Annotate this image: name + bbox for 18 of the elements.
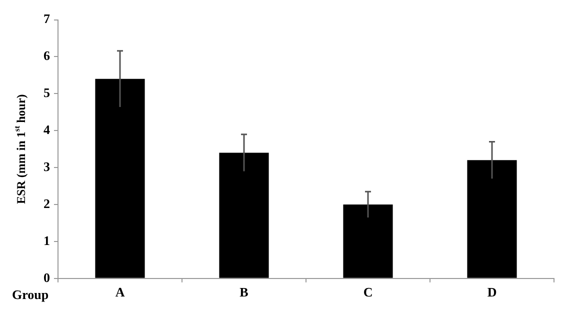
y-tick-label: 1 — [44, 232, 50, 248]
y-tick-label: 5 — [44, 85, 50, 100]
y-tick-label: 2 — [44, 196, 50, 211]
x-tick-label: D — [487, 284, 497, 300]
x-axis-title: Group — [12, 286, 49, 302]
x-tick-label: A — [115, 284, 126, 300]
y-tick-label: 0 — [44, 270, 50, 285]
x-tick-label: B — [240, 284, 249, 300]
y-tick-label: 3 — [44, 158, 50, 174]
y-tick-label: 6 — [44, 48, 50, 64]
bar — [95, 78, 145, 278]
y-tick-label: 4 — [44, 122, 50, 137]
bar — [467, 160, 517, 278]
bar — [219, 152, 269, 278]
y-tick-label: 7 — [44, 11, 50, 26]
y-axis-title: ESR (mm in 1st hour) — [12, 94, 28, 204]
bar — [343, 204, 393, 278]
x-tick-label: C — [363, 284, 373, 300]
